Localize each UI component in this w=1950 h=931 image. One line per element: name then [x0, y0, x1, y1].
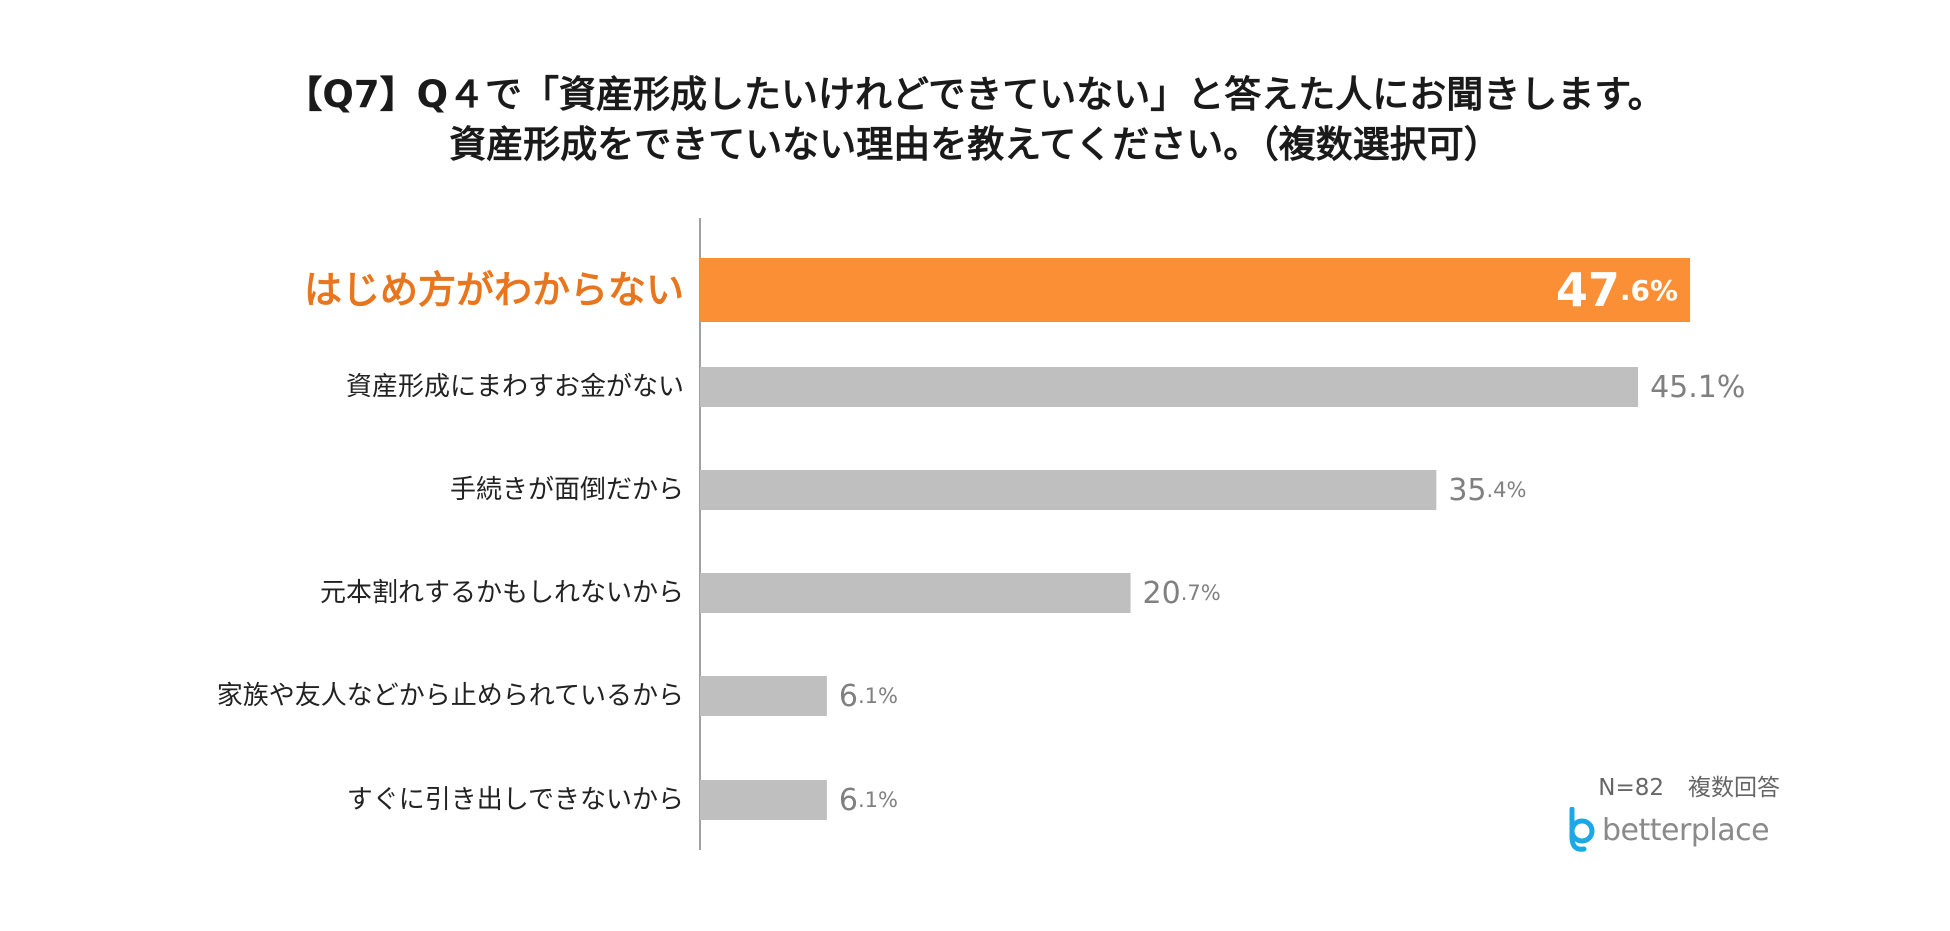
chart-title: 【Q7】Q４で「資産形成したいけれどできていない」と答えた人にお聞きします。 資… — [0, 70, 1950, 170]
answer-type: 複数回答 — [1688, 775, 1780, 801]
sample-size: N=82 — [1598, 775, 1664, 801]
category-label-5: 家族や友人などから止められているから — [217, 681, 684, 711]
category-label-4: 元本割れするかもしれないから — [320, 578, 684, 608]
value-label-6: 6.1% — [839, 783, 898, 818]
bar-1 — [700, 258, 1691, 322]
betterplace-logo-icon — [1569, 807, 1595, 852]
value-label-5: 6.1% — [839, 679, 898, 714]
category-label-2: 資産形成にまわすお金がない — [346, 372, 684, 402]
chart-title-line-2: 資産形成をできていない理由を教えてください。（複数選択可） — [449, 123, 1501, 166]
chart-title-line-1: 【Q7】Q４で「資産形成したいけれどできていない」と答えた人にお聞きします。 — [285, 73, 1665, 116]
bar-4 — [700, 573, 1131, 613]
value-label-4: 20.7% — [1143, 576, 1221, 611]
brand-logo: betterplace — [1566, 806, 1781, 854]
category-label-6: すぐに引き出しできないから — [347, 785, 684, 815]
value-label-1: 47.6% — [1556, 263, 1678, 317]
sample-note: N=82 複数回答 — [1580, 768, 1780, 802]
value-label-3: 35.4% — [1448, 473, 1526, 508]
bar-2 — [700, 367, 1639, 407]
bar-6 — [700, 780, 827, 820]
bar-3 — [700, 470, 1437, 510]
logo-wordmark: betterplace — [1602, 812, 1770, 848]
category-label-3: 手続きが面倒だから — [450, 475, 684, 505]
category-label-1: はじめ方がわからない — [304, 268, 684, 312]
value-label-2: 45.1% — [1650, 370, 1745, 405]
bar-5 — [700, 676, 827, 716]
